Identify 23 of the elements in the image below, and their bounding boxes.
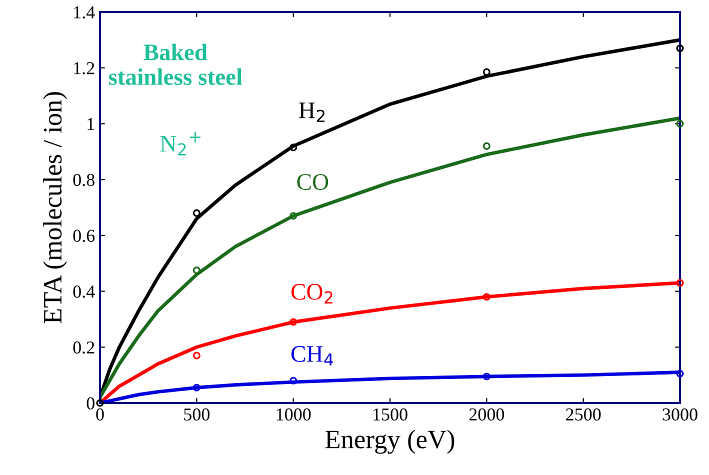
y-tick-label: 1.2 [74,62,94,74]
y-axis-title: ETA (molecules / ion) [43,92,68,324]
x-axis-title: Energy (eV) [325,430,454,454]
series-label: CO$_{2}$ [291,284,332,304]
y-tick-label: 0.2 [73,341,94,354]
y-tick-label: 1.4 [74,6,95,19]
x-tick-label: 1500 [374,408,408,421]
y-tick-label: 0.6 [73,230,95,242]
series-label: CH$_{4}$ [291,346,334,366]
y-tick-label: 0.4 [73,286,95,298]
y-tick-label: 0 [86,397,94,410]
x-tick-label: 0 [96,408,104,421]
y-tick-label: 0.8 [73,174,94,186]
x-tick-label: 500 [184,408,210,421]
x-tick-label: 3000 [662,408,698,421]
x-tick-label: 2500 [566,408,601,421]
y-tick-label: 1 [88,118,94,130]
annotation: N$_{2}$$^{+}$ [160,132,200,156]
annotation: Baked stainless steel [108,44,242,85]
x-tick-label: 2000 [469,408,504,421]
x-tick-label: 1000 [276,408,311,421]
series-label: H$_{2}$ [299,102,325,122]
series-label: CO [297,174,328,190]
